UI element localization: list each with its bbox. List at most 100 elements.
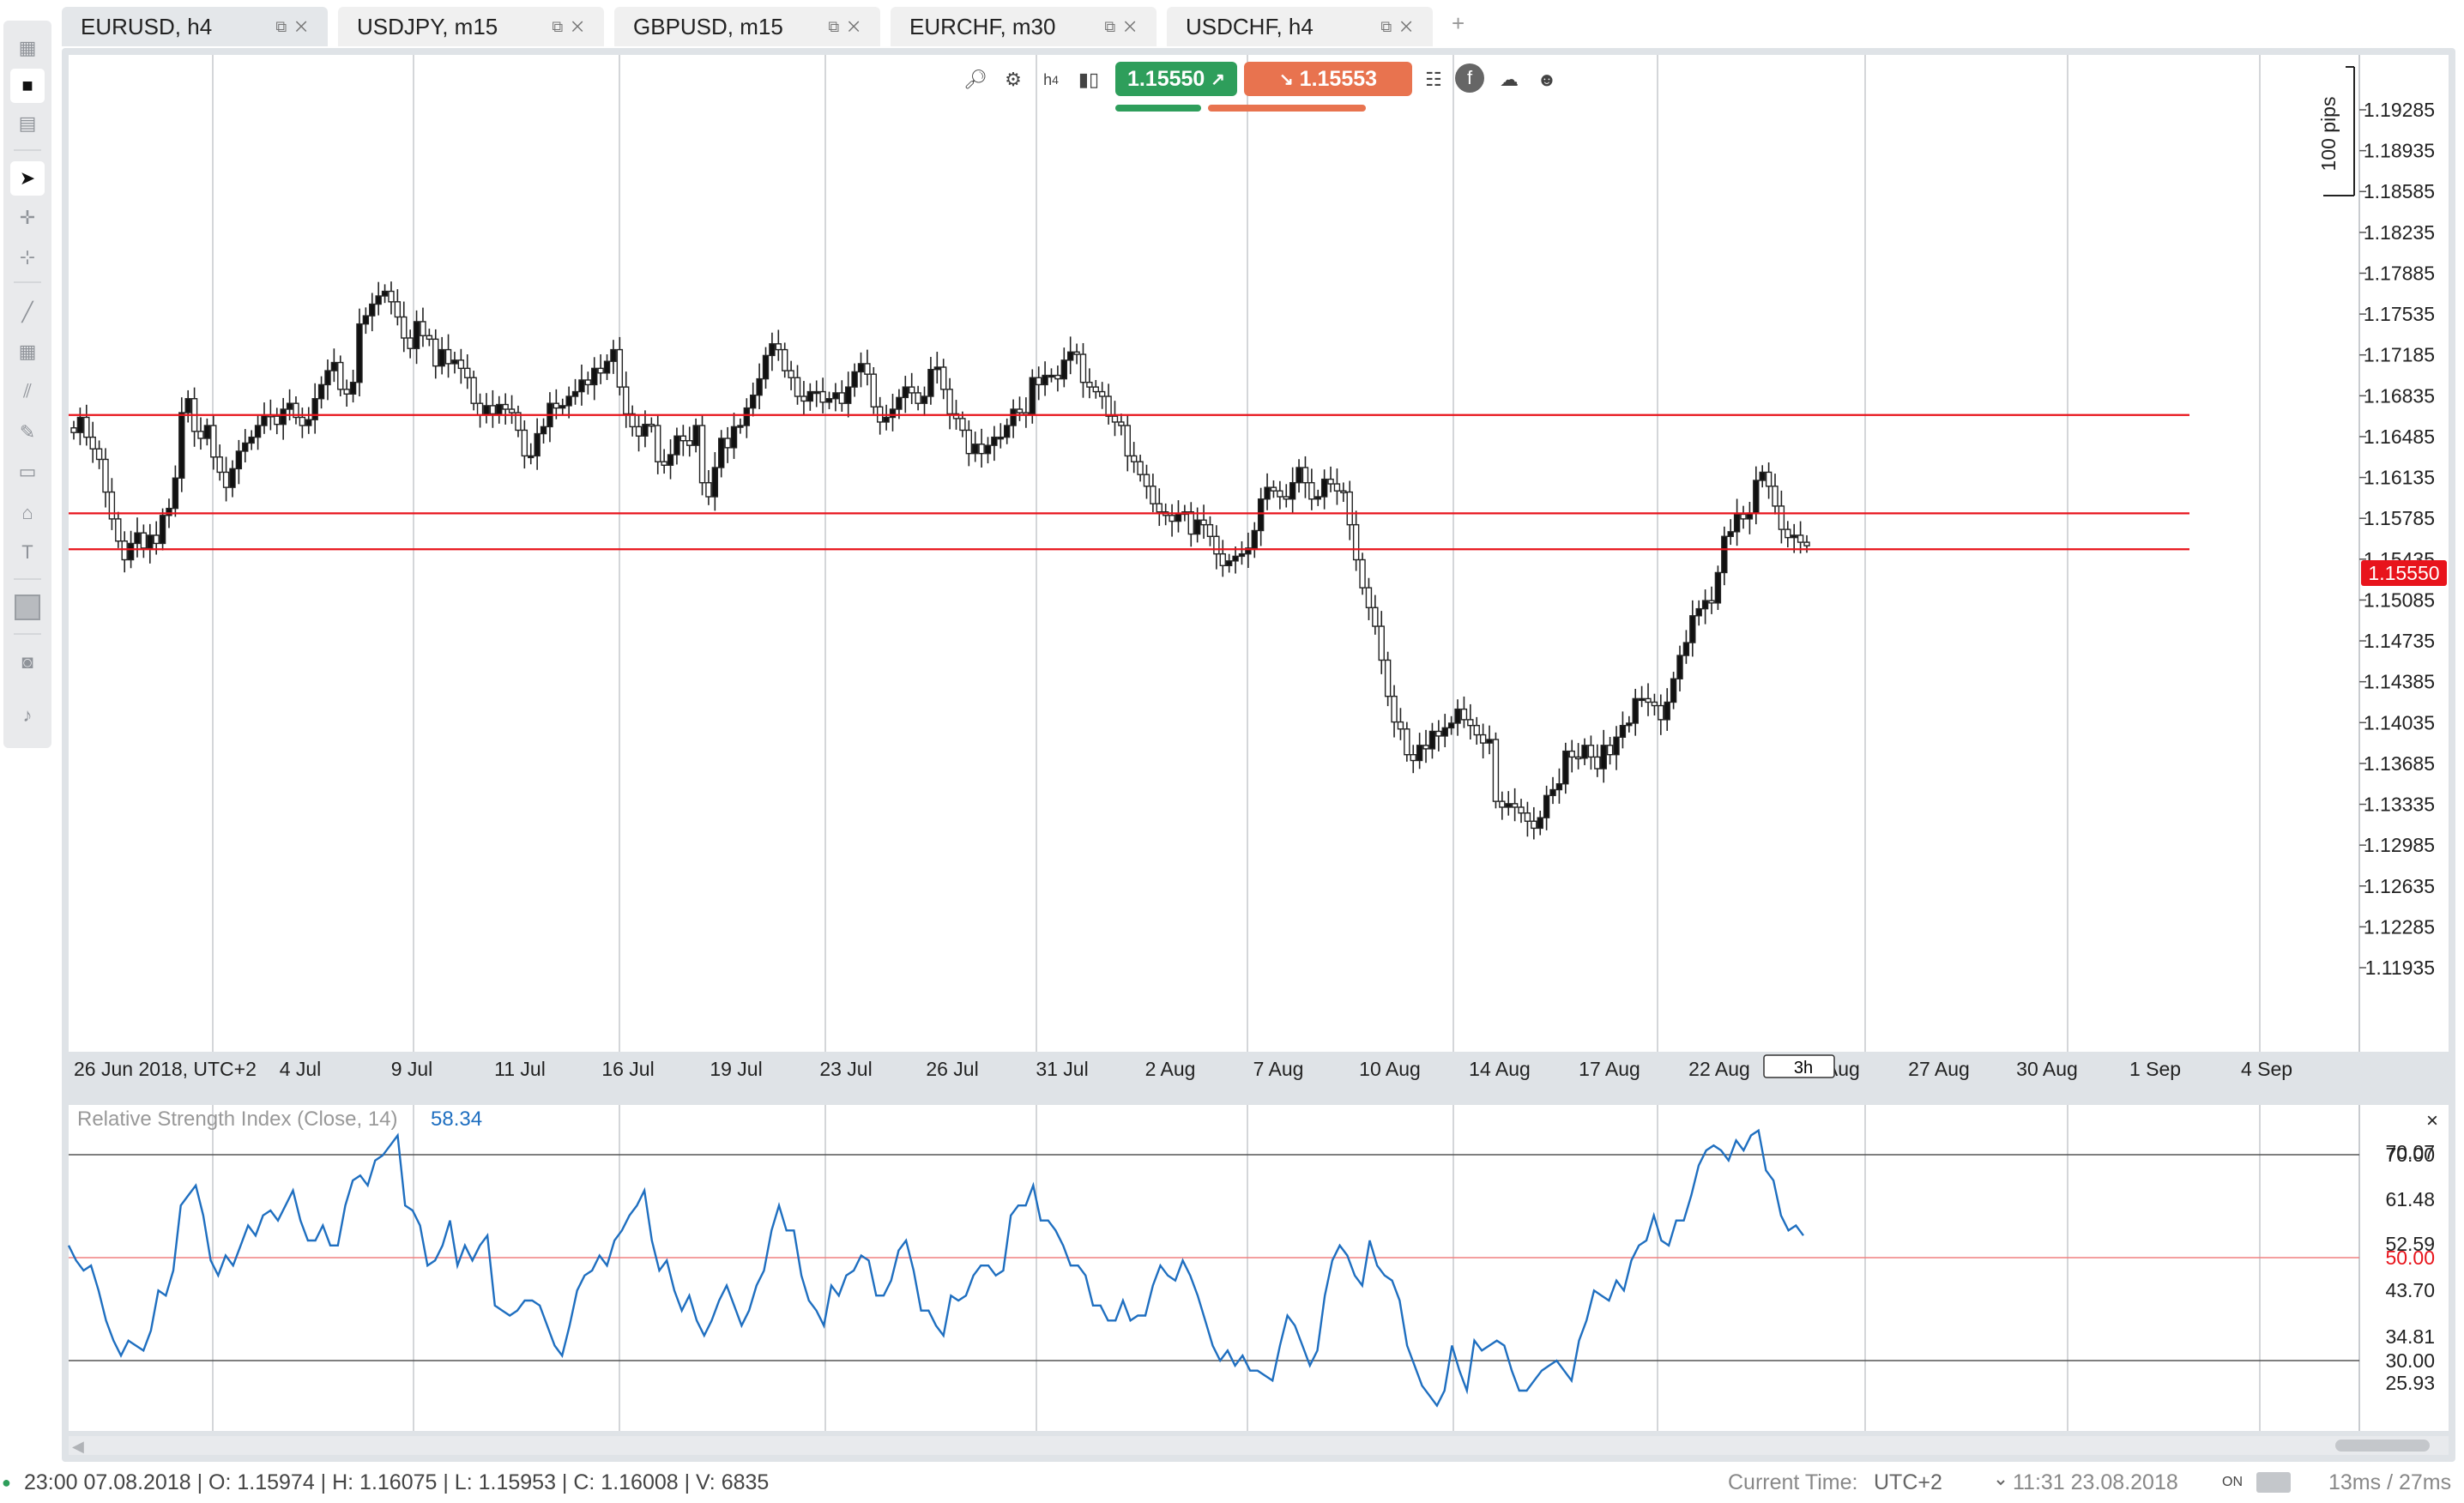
candle <box>679 425 687 456</box>
price-chart[interactable]: 1.19285 1.18935 1.18585 1.18235 1.17885 1.175… <box>62 48 2455 1462</box>
candle <box>559 398 566 415</box>
candle <box>571 378 579 405</box>
candle <box>1594 744 1601 777</box>
price-tick-label: 1.17885 <box>2364 262 2435 284</box>
rsi-tick-label: 52.59 <box>2385 1233 2435 1255</box>
zoom-icon[interactable]: 🔎︎ <box>963 69 987 90</box>
crosshair-icon[interactable]: ✛ <box>19 207 36 228</box>
candle <box>388 281 395 315</box>
buy-button[interactable]: ↘ 1.15553 <box>1244 62 1412 96</box>
time-axis: 26 Jun 2018, UTC+2 4 Jul 9 Jul 11 Jul 16 Jul… <box>74 1058 2292 1080</box>
candle <box>369 293 376 332</box>
time-tick-label: 11 Jul <box>494 1058 546 1080</box>
candle <box>718 430 725 478</box>
indicators-icon[interactable]: ☷ <box>1425 69 1442 90</box>
rsi-tick-label: 70.07 <box>2385 1141 2435 1163</box>
candle <box>356 308 363 397</box>
candle <box>825 391 833 409</box>
text-icon[interactable]: T <box>21 541 33 563</box>
candle <box>184 389 191 423</box>
time-tick-label: 26 Jun 2018, UTC+2 <box>74 1058 257 1080</box>
color-swatch-icon[interactable] <box>10 590 45 625</box>
horizontal-scrollbar[interactable]: ◀ <box>69 1436 2449 1455</box>
candle <box>775 329 782 361</box>
candle <box>686 426 693 457</box>
candle <box>1232 546 1239 574</box>
candle <box>1264 473 1271 510</box>
candle <box>698 415 706 496</box>
candle <box>197 417 204 450</box>
rsi-close-icon[interactable]: × <box>2426 1109 2438 1132</box>
candle <box>902 376 909 413</box>
tab-detach-close-icons[interactable]: ⧉✕ <box>1380 18 1421 35</box>
candle <box>70 420 77 440</box>
sell-price: 1.15550 <box>1126 66 1205 91</box>
scrollbar-thumb[interactable] <box>2335 1440 2430 1452</box>
sell-button[interactable]: 1.15550 ↗ <box>1115 62 1237 96</box>
crosshair-tool-icon[interactable]: ⊹ <box>19 246 36 268</box>
candle <box>242 429 249 463</box>
weather-icon[interactable]: ☁ <box>1500 69 1519 90</box>
tab-detach-close-icons[interactable]: ⧉✕ <box>552 18 592 35</box>
tab-eurchf[interactable]: EURCHF, m30 ⧉✕ <box>891 7 1157 46</box>
candle <box>1410 745 1416 774</box>
new-tab-button[interactable]: + <box>1452 10 1465 36</box>
candle <box>1340 482 1347 503</box>
on-toggle-label[interactable]: ON <box>2222 1475 2243 1489</box>
trader-icon[interactable]: ☻ <box>1537 69 1557 90</box>
candle <box>1092 379 1099 399</box>
price-tick-label: 1.15785 <box>2364 507 2435 529</box>
candle <box>1206 516 1214 546</box>
price-tick-label: 1.18585 <box>2364 180 2435 202</box>
candle <box>769 332 776 371</box>
cursor-icon[interactable]: ➤ <box>10 161 45 196</box>
candle <box>330 348 338 383</box>
grid-icon[interactable]: ▦ <box>18 37 37 58</box>
tab-detach-close-icons[interactable]: ⧉✕ <box>275 18 316 35</box>
fundamental-icon[interactable]: f <box>1455 63 1484 93</box>
candle <box>317 376 325 409</box>
tab-gbpusd[interactable]: GBPUSD, m15 ⧉✕ <box>614 7 880 46</box>
single-window-icon[interactable]: ■ <box>10 69 45 103</box>
tab-detach-close-icons[interactable]: ⧉✕ <box>1104 18 1144 35</box>
tab-usdchf[interactable]: USDCHF, h4 ⧉✕ <box>1167 7 1433 46</box>
shape-icon[interactable]: ⌂ <box>21 502 33 523</box>
candle <box>1651 693 1658 715</box>
toggle-switch[interactable] <box>2256 1472 2291 1493</box>
pitchfork-icon[interactable]: ⫽ <box>23 380 32 401</box>
candle <box>311 383 318 434</box>
candle <box>782 342 788 378</box>
horizontal-level-lines[interactable] <box>69 413 2189 551</box>
candle <box>1626 715 1633 733</box>
timezone-select[interactable]: UTC+2 <box>1870 1467 2008 1498</box>
fibonacci-icon[interactable]: ▦ <box>18 341 37 362</box>
tab-usdjpy[interactable]: USDJPY, m15 ⧉✕ <box>338 7 604 46</box>
candle <box>464 354 471 389</box>
screenshot-icon[interactable]: ◙ <box>21 651 33 673</box>
candle <box>673 427 680 465</box>
tab-eurusd[interactable]: EURUSD, h4 ⧉✕ <box>62 7 328 46</box>
candle <box>648 417 655 433</box>
candle <box>1200 504 1207 539</box>
candle <box>1137 455 1144 482</box>
chart-area[interactable]: 1.19285 1.18935 1.18585 1.18235 1.17885 1.175… <box>62 48 2455 1462</box>
candle <box>971 432 979 462</box>
brush-icon[interactable]: ✎ <box>19 421 36 443</box>
candle <box>1378 611 1385 674</box>
candle <box>1791 523 1797 553</box>
rectangle-icon[interactable]: ▭ <box>18 461 37 482</box>
candle <box>1365 577 1373 620</box>
settings-icon[interactable]: ⚙ <box>1005 69 1022 90</box>
tab-detach-close-icons[interactable]: ⧉✕ <box>828 18 868 35</box>
rsi-tick-label: 61.48 <box>2385 1188 2435 1210</box>
latency-label: 13ms / 27ms <box>2328 1470 2452 1494</box>
alert-bell-icon[interactable]: ♪ <box>22 704 33 726</box>
candle <box>178 397 185 492</box>
layout-icon[interactable]: ▤ <box>18 112 37 134</box>
tab-label: GBPUSD, m15 <box>633 13 783 39</box>
candle-type-icon[interactable]: ▮▯ <box>1078 69 1100 90</box>
trendline-icon[interactable]: ╱ <box>21 301 33 323</box>
time-tick-label: 26 Jul <box>926 1058 978 1080</box>
candle <box>1169 504 1175 537</box>
